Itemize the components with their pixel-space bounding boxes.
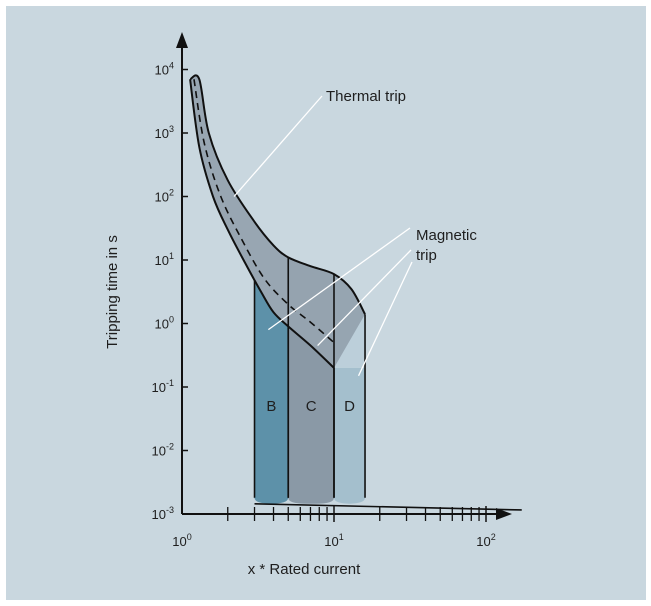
curve-d-region	[334, 367, 365, 504]
magnetic-trip-label-line-1: Magnetic	[416, 227, 477, 244]
x-tick-label: 101	[324, 532, 343, 549]
thermal-leader-line	[233, 95, 323, 197]
magnetic-trip-label-line-2: trip	[416, 247, 437, 264]
y-axis-title: Tripping time in s	[104, 235, 121, 349]
thermal-trip-label: Thermal trip	[326, 88, 406, 105]
chart-panel: B C D 104 103 102 101 100 10-1 10-2 10-3 100 101 102…	[6, 6, 646, 600]
magnetic-leader-line	[357, 261, 413, 377]
series-label-b: B	[266, 398, 276, 415]
thermal-lower-curve	[189, 79, 335, 369]
series-label-d: D	[344, 398, 355, 415]
thermal-dashed-curve	[193, 79, 335, 344]
x-axis-arrow-icon	[496, 508, 512, 520]
y-axis-arrow-icon	[176, 32, 188, 48]
thermal-band	[190, 75, 365, 368]
y-tick-label: 10-2	[152, 442, 174, 459]
axis-labels: x * Rated current Tripping time in s	[104, 235, 361, 578]
instantaneous-floor-line	[254, 502, 522, 511]
y-tick-label: 101	[155, 251, 174, 268]
curve-c-region	[288, 326, 334, 504]
axis-ticks: 104 103 102 101 100 10-1 10-2 10-3 100 101 102	[152, 61, 496, 550]
tripping-characteristic-chart: B C D 104 103 102 101 100 10-1 10-2 10-3 100 101 102…	[6, 6, 646, 600]
x-tick-label: 102	[476, 532, 495, 549]
curve-regions	[190, 75, 365, 504]
x-axis-title: x * Rated current	[248, 561, 361, 578]
annotations: Thermal trip Magnetic trip	[233, 88, 477, 377]
y-tick-label: 104	[155, 61, 174, 78]
curve-lines: B C D	[189, 74, 522, 511]
thermal-upper-curve	[189, 74, 366, 315]
series-label-c: C	[306, 398, 317, 415]
magnetic-leader-line	[267, 227, 411, 331]
axes	[176, 32, 512, 520]
x-tick-label: 100	[172, 532, 191, 549]
y-tick-label: 10-1	[152, 378, 174, 395]
y-tick-label: 103	[155, 124, 174, 141]
curve-b-region	[254, 280, 289, 504]
y-tick-label: 100	[155, 315, 174, 332]
y-tick-label: 102	[155, 188, 174, 205]
magnetic-leader-line	[317, 249, 412, 346]
y-tick-label: 10-3	[152, 505, 174, 522]
